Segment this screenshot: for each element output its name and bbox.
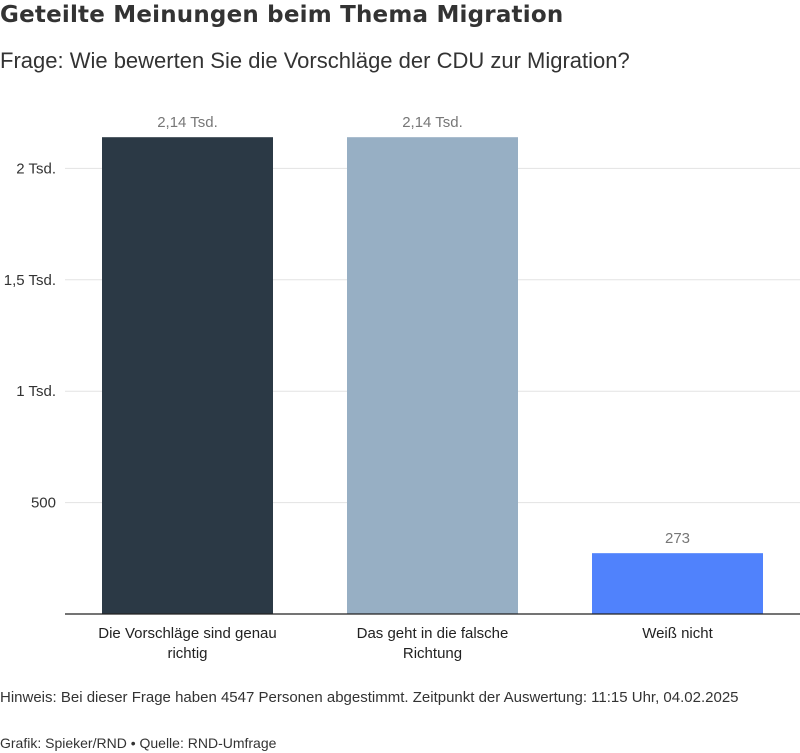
data-label: 273 <box>665 530 690 547</box>
y-tick-label: 2 Tsd. <box>16 160 56 177</box>
x-tick-label: Weiß nicht <box>642 625 713 642</box>
footnote: Hinweis: Bei dieser Frage haben 4547 Per… <box>0 689 739 706</box>
data-label: 2,14 Tsd. <box>157 114 218 131</box>
chart-title: Geteilte Meinungen beim Thema Migration <box>0 2 564 28</box>
source-credit: Grafik: Spieker/RND • Quelle: RND-Umfrag… <box>0 735 277 751</box>
data-label: 2,14 Tsd. <box>402 114 463 131</box>
y-tick-label: 500 <box>31 495 56 512</box>
x-axis-labels: Die Vorschläge sind genau richtig Das geht… <box>98 625 713 662</box>
y-tick-label: 1,5 Tsd. <box>4 272 56 289</box>
x-tick-label: Die Vorschläge sind genau richtig <box>98 625 276 662</box>
y-tick-label: 1 Tsd. <box>16 383 56 400</box>
bar <box>592 553 763 614</box>
bar <box>347 137 518 614</box>
chart-subtitle: Frage: Wie bewerten Sie die Vorschläge d… <box>0 48 630 73</box>
y-axis-ticks: 500 1 Tsd. 1,5 Tsd. 2 Tsd. <box>4 160 56 511</box>
bars <box>102 137 763 614</box>
data-labels: 2,14 Tsd. 2,14 Tsd. 273 <box>157 114 690 547</box>
bar <box>102 137 273 614</box>
x-tick-label: Das geht in die falsche Richtung <box>357 625 509 662</box>
